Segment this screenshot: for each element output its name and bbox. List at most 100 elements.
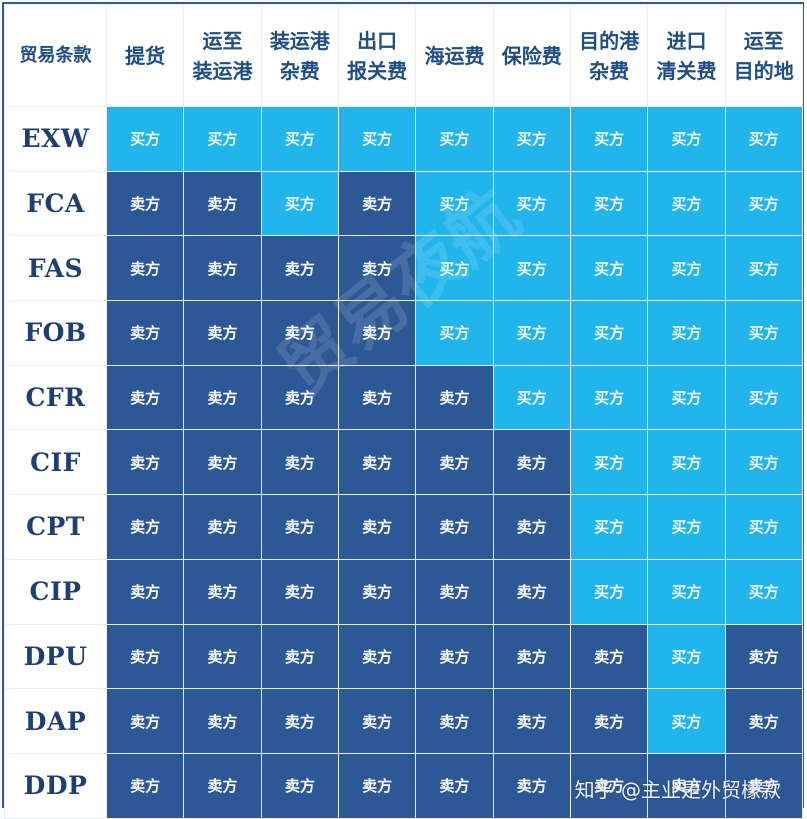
term-label: FOB bbox=[4, 300, 107, 366]
table-row: CPT 卖方 卖方 卖方 卖方 卖方 卖方 买方 买方 买方 bbox=[4, 494, 803, 560]
party-label: 卖方 bbox=[130, 583, 161, 602]
buyer-cell: 买方 bbox=[724, 106, 803, 172]
incoterms-table: 贸易条款 提货 运至 装运港 装运港 杂费 出口 报关费 海运费 保险费 目的港 杂费 进口 清关费 运至目… bbox=[4, 4, 803, 819]
party-label: 卖方 bbox=[284, 324, 315, 343]
party-label: 买方 bbox=[671, 259, 702, 278]
party-label: 卖方 bbox=[516, 712, 547, 731]
seller-cell: 卖方 bbox=[337, 170, 417, 237]
column-header: 运至 目的地 bbox=[724, 4, 803, 107]
seller-cell: 卖方 bbox=[105, 170, 185, 237]
seller-cell: 卖方 bbox=[183, 170, 262, 237]
seller-cell: 卖方 bbox=[105, 235, 185, 302]
header-label-line: 运至 bbox=[202, 28, 243, 53]
header-label-line: 保险费 bbox=[501, 43, 562, 68]
party-label: 卖方 bbox=[362, 195, 393, 214]
header-label-line: 运至 bbox=[743, 28, 784, 53]
seller-cell: 卖方 bbox=[260, 688, 339, 754]
party-label: 买方 bbox=[748, 259, 779, 278]
seller-cell: 卖方 bbox=[260, 558, 339, 625]
table-body: EXW 买方 买方 买方 买方 买方 买方 买方 买方 买方 FCA 卖方 卖方 买方 卖方 买方 买方 买方 买方… bbox=[4, 106, 803, 819]
seller-cell: 卖方 bbox=[105, 623, 185, 690]
header-label-line: 杂费 bbox=[589, 58, 630, 83]
party-label: 买方 bbox=[516, 259, 547, 278]
party-label: 卖方 bbox=[439, 647, 470, 666]
column-header: 目的港 杂费 bbox=[569, 4, 649, 107]
seller-cell: 卖方 bbox=[260, 235, 339, 302]
party-label: 卖方 bbox=[130, 259, 161, 278]
seller-cell: 卖方 bbox=[415, 688, 494, 754]
party-label: 买方 bbox=[439, 259, 470, 278]
buyer-cell: 买方 bbox=[492, 170, 571, 237]
header-label-line: 海运费 bbox=[424, 43, 485, 68]
term-label: EXW bbox=[4, 106, 107, 172]
party-label: 买方 bbox=[284, 130, 315, 149]
header-label-line: 进口 bbox=[666, 28, 707, 53]
party-label: 买方 bbox=[594, 324, 625, 343]
party-label: 买方 bbox=[594, 130, 625, 149]
seller-cell: 卖方 bbox=[337, 688, 417, 754]
party-label: 买方 bbox=[748, 583, 779, 602]
buyer-cell: 买方 bbox=[647, 494, 726, 560]
seller-cell: 卖方 bbox=[183, 364, 262, 431]
seller-cell: 卖方 bbox=[492, 623, 571, 690]
party-label: 买方 bbox=[594, 389, 625, 408]
seller-cell: 卖方 bbox=[492, 752, 571, 819]
term-label: CIP bbox=[4, 558, 107, 625]
party-label: 卖方 bbox=[207, 777, 238, 796]
table-row: FAS 卖方 卖方 卖方 卖方 买方 买方 买方 买方 买方 bbox=[4, 235, 803, 302]
seller-cell: 卖方 bbox=[337, 300, 417, 366]
seller-cell: 卖方 bbox=[105, 752, 185, 819]
seller-cell: 卖方 bbox=[569, 688, 649, 754]
seller-cell: 卖方 bbox=[569, 623, 649, 690]
party-label: 买方 bbox=[748, 518, 779, 537]
term-label: DPU bbox=[4, 623, 107, 690]
buyer-cell: 买方 bbox=[647, 623, 726, 690]
buyer-cell: 买方 bbox=[647, 235, 726, 302]
header-label-line: 目的港 bbox=[579, 28, 640, 53]
seller-cell: 卖方 bbox=[415, 364, 494, 431]
party-label: 卖方 bbox=[284, 453, 315, 472]
seller-cell: 卖方 bbox=[337, 364, 417, 431]
term-label: FAS bbox=[4, 235, 107, 302]
seller-cell: 卖方 bbox=[724, 623, 803, 690]
header-label-line: 贸易条款 bbox=[19, 44, 92, 66]
party-label: 卖方 bbox=[748, 647, 779, 666]
party-label: 卖方 bbox=[439, 712, 470, 731]
buyer-cell: 买方 bbox=[647, 106, 726, 172]
party-label: 卖方 bbox=[362, 777, 393, 796]
buyer-cell: 买方 bbox=[569, 170, 649, 237]
party-label: 买方 bbox=[748, 389, 779, 408]
buyer-cell: 买方 bbox=[647, 558, 726, 625]
term-label: DDP bbox=[4, 752, 107, 819]
party-label: 买方 bbox=[516, 195, 547, 214]
party-label: 卖方 bbox=[207, 712, 238, 731]
party-label: 买方 bbox=[671, 389, 702, 408]
party-label: 卖方 bbox=[748, 712, 779, 731]
seller-cell: 卖方 bbox=[260, 364, 339, 431]
seller-cell: 卖方 bbox=[492, 688, 571, 754]
party-label: 买方 bbox=[671, 130, 702, 149]
party-label: 买方 bbox=[439, 195, 470, 214]
party-label: 卖方 bbox=[439, 583, 470, 602]
party-label: 卖方 bbox=[362, 712, 393, 731]
buyer-cell: 买方 bbox=[569, 429, 649, 496]
seller-cell: 卖方 bbox=[724, 688, 803, 754]
seller-cell: 卖方 bbox=[492, 494, 571, 560]
party-label: 卖方 bbox=[594, 712, 625, 731]
seller-cell: 卖方 bbox=[105, 429, 185, 496]
party-label: 卖方 bbox=[284, 518, 315, 537]
party-label: 买方 bbox=[516, 324, 547, 343]
party-label: 卖方 bbox=[207, 518, 238, 537]
party-label: 卖方 bbox=[362, 389, 393, 408]
seller-cell: 卖方 bbox=[105, 494, 185, 560]
seller-cell: 卖方 bbox=[105, 558, 185, 625]
party-label: 卖方 bbox=[207, 259, 238, 278]
seller-cell: 卖方 bbox=[183, 429, 262, 496]
seller-cell: 卖方 bbox=[415, 558, 494, 625]
party-label: 卖方 bbox=[207, 195, 238, 214]
party-label: 卖方 bbox=[207, 647, 238, 666]
buyer-cell: 买方 bbox=[415, 300, 494, 366]
table-row: FOB 卖方 卖方 卖方 卖方 买方 买方 买方 买方 买方 bbox=[4, 300, 803, 366]
seller-cell: 卖方 bbox=[337, 235, 417, 302]
buyer-cell: 买方 bbox=[260, 170, 339, 237]
